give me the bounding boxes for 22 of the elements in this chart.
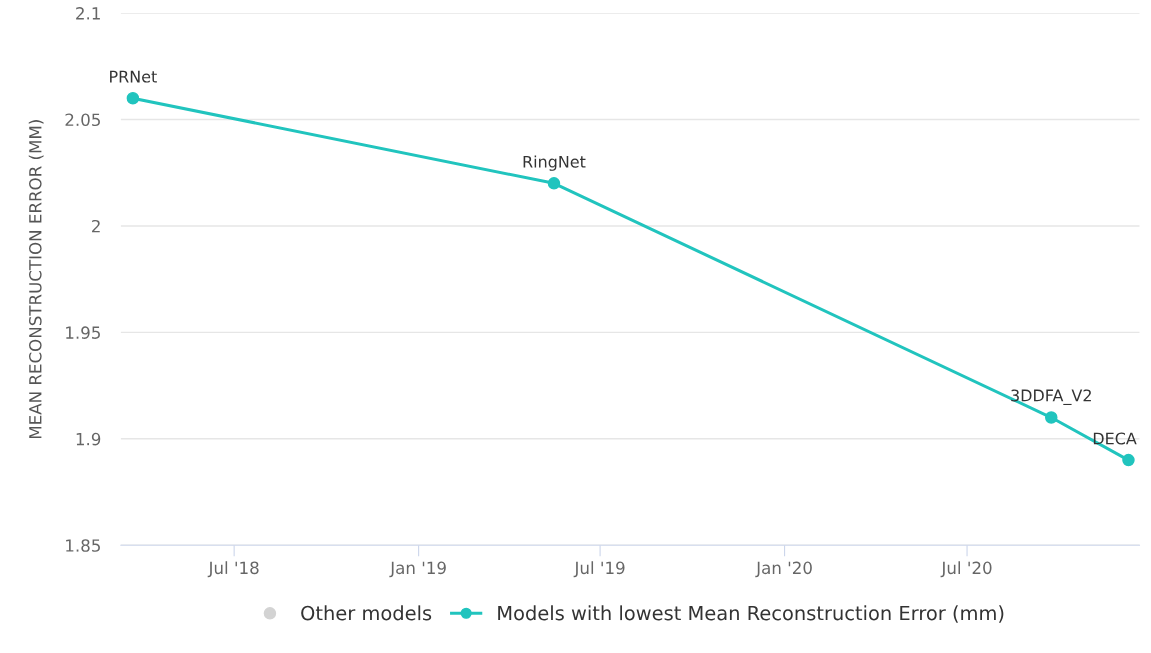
y-tick-label: 2.1 <box>76 7 100 20</box>
x-tick-label: Jul '20 <box>940 561 992 578</box>
annotation: DECA <box>1093 432 1137 445</box>
y-tick-label: 1.95 <box>66 326 100 339</box>
y-tick-label: 1.9 <box>76 432 101 446</box>
annotation: 3DDFA_V2 <box>1011 389 1091 406</box>
annotation: RingNet <box>523 155 586 171</box>
point <box>126 91 140 105</box>
x-tick-label: Jan '19 <box>389 561 446 578</box>
point <box>547 177 561 190</box>
x-tick-label: Jul '18 <box>207 561 259 578</box>
y-tick-label: 2.05 <box>65 113 100 127</box>
annotation: PRNet <box>110 70 157 83</box>
point <box>1122 453 1135 467</box>
legend-label: Other models <box>301 605 432 621</box>
point <box>1045 411 1058 424</box>
y-tick-label: 1.85 <box>66 539 100 552</box>
x-tick-label: Jan '20 <box>755 561 812 578</box>
y-tick-label: 2 <box>92 219 100 233</box>
y-axis-title: MEAN RECONSTRUCTION ERROR (MM) <box>28 120 44 439</box>
legend-label: Models with lowest Mean Reconstruction Error (mm) <box>498 605 1004 623</box>
x-tick-label: Jul '19 <box>573 561 625 578</box>
